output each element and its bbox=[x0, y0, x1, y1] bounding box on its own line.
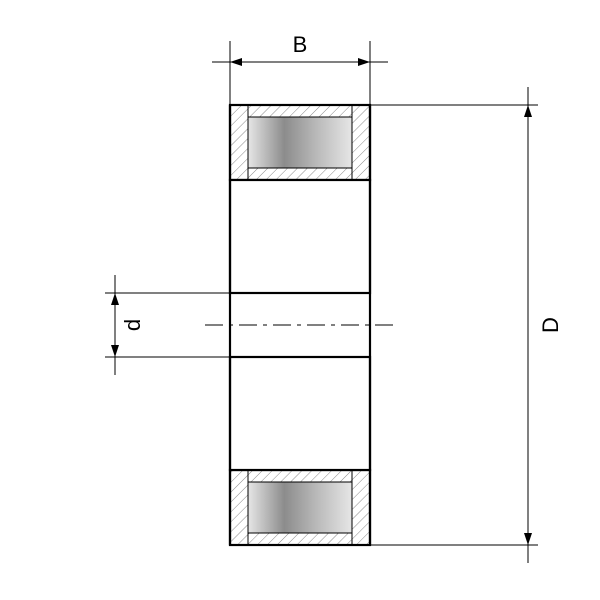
dim-label-B: B bbox=[293, 32, 308, 57]
dim-label-d: d bbox=[120, 319, 145, 331]
dim-label-D: D bbox=[538, 317, 563, 333]
